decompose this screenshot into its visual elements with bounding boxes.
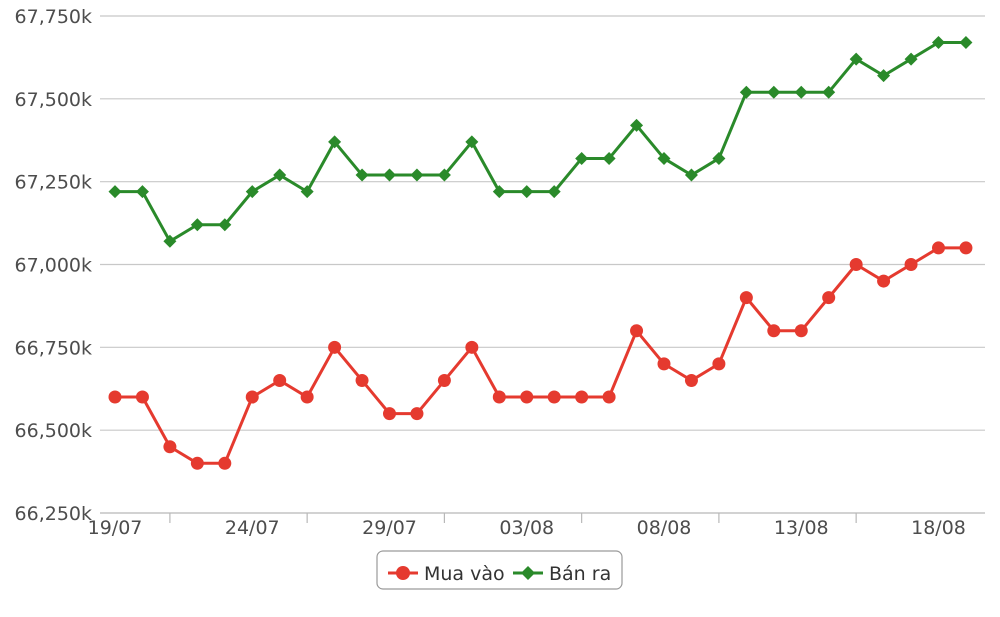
series-line [115, 41, 966, 243]
data-point [465, 340, 479, 354]
y-tick-label: 67,000k [15, 255, 92, 277]
data-point [410, 168, 424, 182]
x-tick-label: 13/08 [774, 517, 829, 539]
data-point [273, 168, 287, 182]
data-point [108, 390, 122, 404]
grid [100, 15, 985, 431]
data-point [300, 185, 314, 199]
data-point [547, 390, 561, 404]
data-point [630, 118, 644, 132]
series-line [115, 246, 966, 465]
data-point [712, 151, 726, 165]
data-point [959, 241, 973, 255]
legend-marker-mua-vao [396, 566, 410, 580]
x-tick-label: 19/07 [88, 517, 143, 539]
x-axis [100, 512, 985, 523]
legend-marker-ban-ra [521, 566, 535, 580]
y-tick-label: 66,250k [15, 503, 92, 525]
data-point [657, 151, 671, 165]
y-tick-label: 67,750k [15, 6, 92, 28]
y-axis: 66,250k 66,500k 66,750k 67,000k 67,250k 67,50… [15, 6, 92, 525]
data-point [767, 324, 781, 338]
data-point [684, 168, 698, 182]
data-point [190, 456, 204, 470]
data-point [163, 440, 177, 454]
data-point [822, 85, 836, 99]
legend-item-mua-vao[interactable]: Mua vào [388, 563, 505, 585]
data-point [904, 52, 918, 66]
data-point [328, 135, 342, 149]
legend[interactable]: Mua vào Bán ra [376, 550, 623, 590]
data-point [520, 185, 534, 199]
legend-item-ban-ra[interactable]: Bán ra [513, 563, 611, 585]
data-point [932, 241, 945, 255]
data-point [822, 291, 836, 305]
data-point [849, 52, 863, 66]
data-point [355, 168, 369, 182]
data-point [383, 407, 396, 421]
data-point [492, 390, 506, 404]
x-tick-label: 08/08 [637, 517, 692, 539]
data-point [684, 373, 698, 387]
data-point [355, 373, 369, 387]
y-tick-label: 66,500k [15, 420, 92, 442]
x-tick-labels: 19/07 24/07 29/07 03/08 08/08 13/08 18/08 [88, 517, 966, 539]
data-point [904, 258, 918, 271]
data-point [575, 390, 589, 404]
data-point [492, 185, 506, 199]
x-tick-label: 29/07 [362, 517, 417, 539]
data-point [712, 357, 726, 371]
data-point [630, 324, 644, 338]
series-ban-ra [108, 36, 973, 248]
series-mua-vao [108, 241, 973, 470]
data-point [218, 218, 232, 232]
data-point [959, 36, 973, 50]
data-point [739, 291, 753, 305]
data-point [245, 390, 259, 404]
data-point [877, 274, 891, 288]
data-point [794, 85, 808, 99]
data-point [437, 168, 451, 182]
data-point [245, 185, 259, 199]
data-point [300, 390, 314, 404]
data-point [383, 168, 396, 182]
legend-label-mua-vao: Mua vào [424, 563, 505, 585]
data-point [520, 390, 534, 404]
legend-label-ban-ra: Bán ra [549, 563, 611, 585]
data-point [657, 357, 671, 371]
data-point [547, 185, 561, 199]
data-point [437, 373, 451, 387]
data-point [163, 234, 177, 248]
data-point [602, 390, 616, 404]
data-point [135, 390, 149, 404]
data-point [273, 373, 287, 387]
series-group [108, 36, 973, 470]
x-tick-label: 18/08 [911, 517, 966, 539]
data-point [108, 185, 122, 199]
data-point [602, 151, 616, 165]
x-tick-label: 24/07 [225, 517, 280, 539]
data-point [739, 85, 753, 99]
data-point [135, 185, 149, 199]
data-point [849, 258, 863, 271]
data-point [575, 151, 589, 165]
data-point [410, 407, 424, 421]
data-point [932, 36, 945, 50]
data-point [877, 69, 891, 83]
y-tick-label: 66,750k [15, 337, 92, 359]
data-point [465, 135, 479, 149]
data-point [190, 218, 204, 232]
y-tick-label: 67,250k [15, 172, 92, 194]
data-point [767, 85, 781, 99]
y-tick-label: 67,500k [15, 89, 92, 111]
data-point [794, 324, 808, 338]
data-point [328, 340, 342, 354]
data-point [218, 456, 232, 470]
legend-box [376, 550, 623, 590]
x-tick-label: 03/08 [499, 517, 554, 539]
